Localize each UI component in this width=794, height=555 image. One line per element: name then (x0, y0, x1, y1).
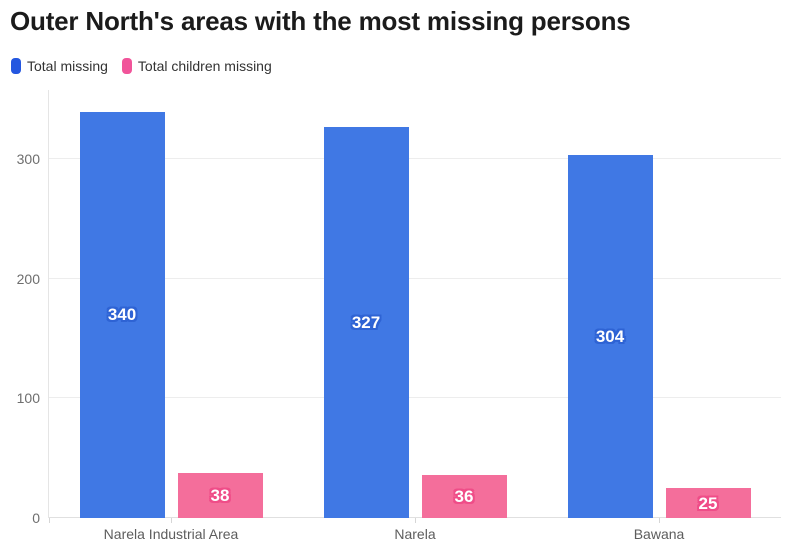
x-axis-label-narela-industrial-area: Narela Industrial Area (103, 526, 239, 542)
plot-area: 0 100 200 300 340 38 Narela Industrial Area 327… (17, 90, 781, 541)
x-axis-tick-narela (415, 518, 416, 523)
bar-total-children-missing-narela: 36 (421, 474, 507, 518)
bar-total-children-missing-narela-industrial-area: 38 (177, 472, 263, 518)
bar-total-missing-bawana: 304 (567, 154, 653, 518)
x-axis-label-narela: Narela (394, 526, 436, 542)
bar-value-label: 38 (210, 485, 230, 505)
gridline-200 (49, 277, 781, 279)
legend-item-total-children-missing: Total children missing (121, 58, 272, 74)
legend-label-total-children-missing: Total children missing (137, 58, 272, 74)
x-axis-label-bawana: Bawana (633, 526, 685, 542)
y-axis-tick-label-300: 300 (16, 151, 40, 168)
y-axis-tick-label-200: 200 (16, 270, 40, 287)
x-axis-origin-tick (49, 518, 50, 523)
legend-label-total-missing: Total missing (27, 58, 108, 74)
y-axis-tick-label-100: 100 (16, 390, 40, 407)
x-axis-tick-bawana (659, 518, 660, 523)
gridline-0 (49, 517, 781, 518)
x-axis-tick-narela-industrial-area (171, 518, 172, 523)
legend: Total missing Total children missing (11, 58, 272, 74)
chart-title: Outer North's areas with the most missin… (10, 6, 631, 36)
bar-value-label: 340 (107, 305, 137, 325)
bar-value-label: 36 (454, 486, 474, 506)
bar-total-missing-narela: 327 (323, 127, 409, 518)
legend-swatch-pink-icon (121, 58, 132, 74)
bar-value-label: 304 (595, 326, 625, 346)
bar-total-missing-narela-industrial-area: 340 (79, 111, 165, 518)
legend-swatch-blue-icon (11, 58, 21, 74)
legend-item-total-missing: Total missing (11, 58, 108, 74)
bar-total-children-missing-bawana: 25 (665, 488, 751, 518)
gridline-100 (49, 397, 781, 399)
bar-value-label: 25 (698, 493, 718, 513)
bar-value-label: 327 (351, 313, 381, 333)
y-axis-tick-label-0: 0 (32, 510, 40, 526)
gridline-300 (49, 158, 781, 160)
